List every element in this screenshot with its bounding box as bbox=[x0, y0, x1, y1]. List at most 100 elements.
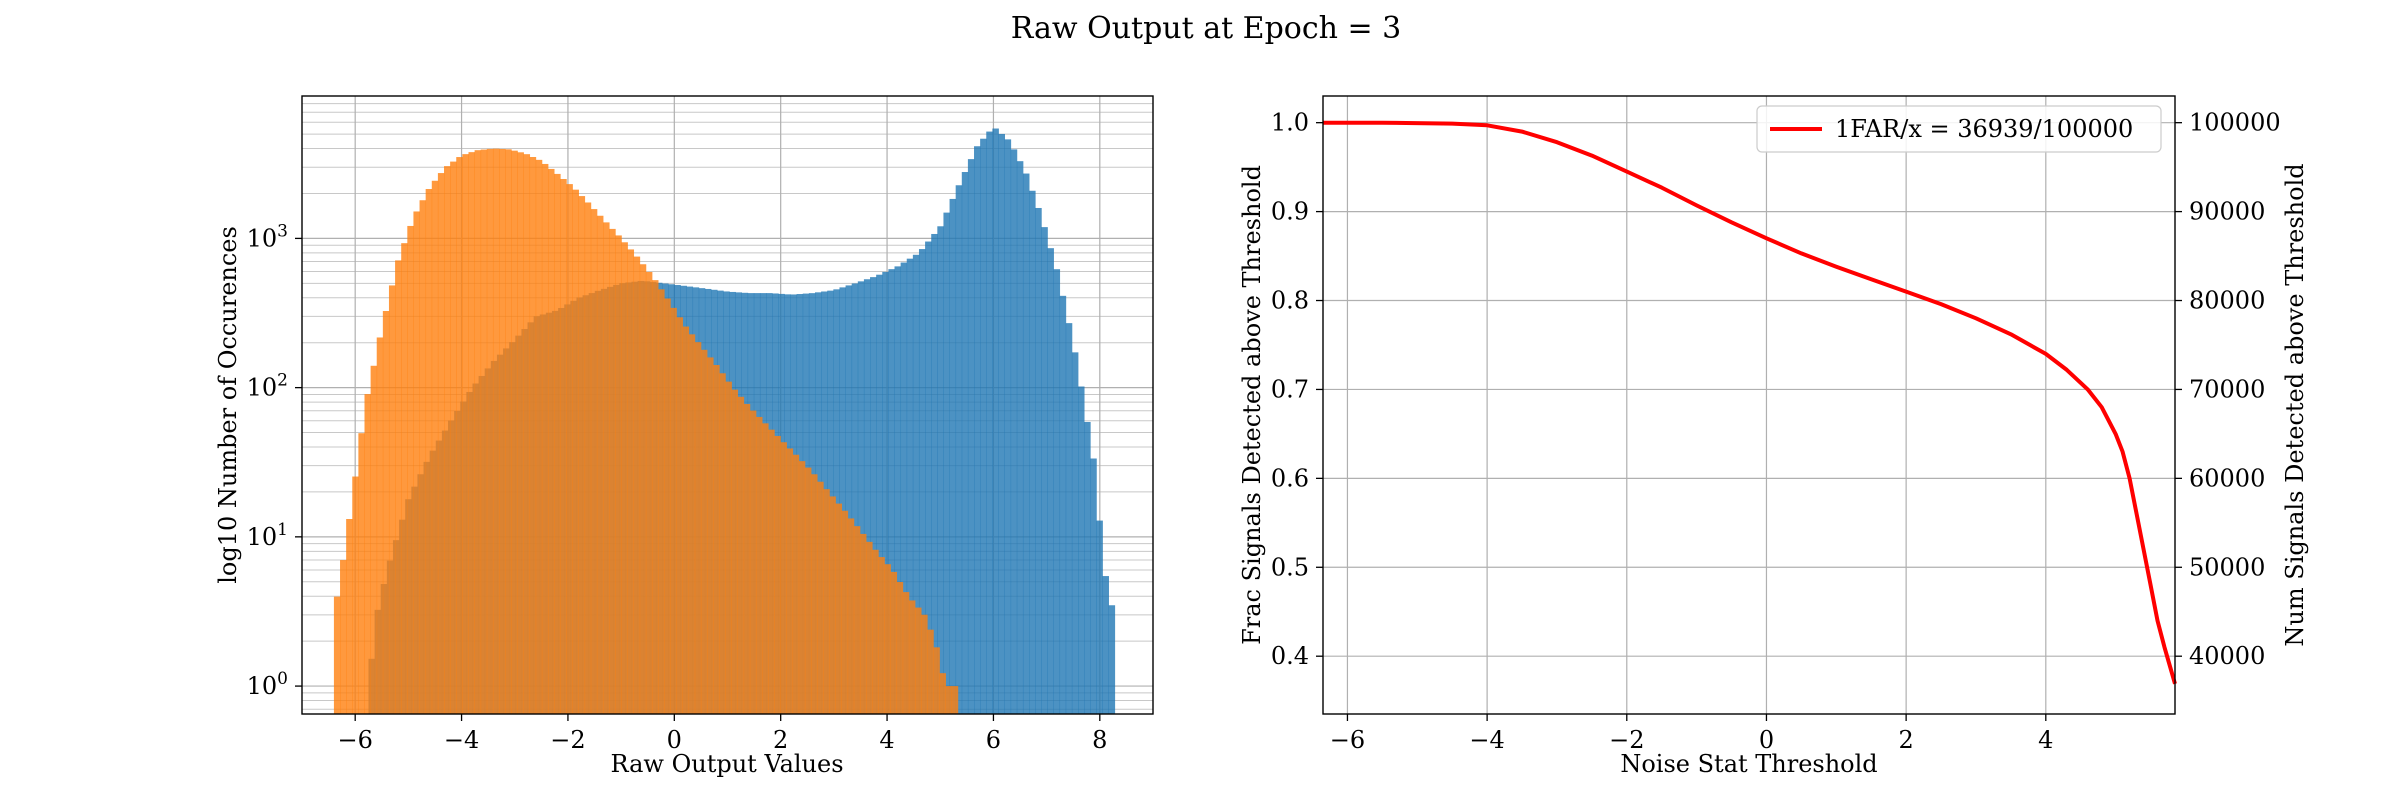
histogram-bar bbox=[731, 389, 739, 714]
histogram-bar bbox=[547, 168, 555, 715]
histogram-axes-frame bbox=[301, 95, 1154, 715]
y-tick-label: 100 bbox=[247, 669, 288, 700]
histogram-bar bbox=[749, 410, 757, 714]
histogram-bar bbox=[382, 311, 390, 714]
histogram-bar bbox=[931, 233, 938, 714]
histogram-bar bbox=[774, 435, 781, 714]
y-right-tick-label: 70000 bbox=[2189, 375, 2265, 403]
histogram-bar bbox=[811, 474, 818, 714]
histogram-bar bbox=[615, 235, 622, 714]
histogram-bar bbox=[1084, 421, 1091, 714]
x-tick-label: 2 bbox=[773, 726, 788, 754]
histogram-bar bbox=[925, 241, 932, 715]
histogram-bar bbox=[1059, 295, 1067, 714]
histogram-bar bbox=[878, 557, 885, 714]
line-axes-frame bbox=[1322, 95, 2176, 715]
histogram-bar bbox=[468, 152, 475, 714]
histogram-bar bbox=[918, 249, 926, 714]
histogram-bar bbox=[670, 307, 677, 714]
legend-box bbox=[1756, 105, 2162, 153]
histogram-bar bbox=[511, 150, 518, 715]
histogram-bar bbox=[1022, 173, 1030, 715]
histogram-bar bbox=[437, 173, 445, 714]
x-tick-label: −4 bbox=[1469, 726, 1504, 754]
histogram-bar bbox=[792, 454, 800, 714]
histogram-bar bbox=[505, 149, 512, 714]
y-tick-label: 101 bbox=[247, 520, 288, 551]
histogram-bar bbox=[906, 258, 914, 714]
histogram-bar bbox=[627, 249, 635, 714]
histogram-bar bbox=[841, 510, 849, 714]
histogram-x-label: Raw Output Values bbox=[610, 750, 843, 778]
line-legend: 1FAR/x = 36939/100000 bbox=[1756, 105, 2162, 153]
histogram-bar bbox=[486, 148, 494, 714]
histogram-bar bbox=[1071, 352, 1079, 714]
histogram-bar bbox=[700, 349, 708, 714]
histogram-bar bbox=[1108, 605, 1116, 714]
histogram-bar bbox=[645, 271, 653, 714]
histogram-bar bbox=[639, 264, 647, 714]
histogram-bar bbox=[851, 283, 859, 714]
histogram-bar bbox=[1035, 207, 1042, 714]
histogram-bar bbox=[755, 416, 763, 714]
line-y-label-right: Num Signals Detected above Threshold bbox=[2281, 163, 2309, 646]
histogram-bar bbox=[823, 489, 830, 714]
x-tick-label: 4 bbox=[2038, 726, 2053, 754]
y-right-tick-label: 40000 bbox=[2189, 642, 2265, 670]
y-tick-label: 0.9 bbox=[1271, 198, 1309, 226]
histogram-bar bbox=[900, 262, 908, 714]
histogram-bar bbox=[1047, 248, 1054, 714]
line-x-label: Noise Stat Threshold bbox=[1620, 750, 1877, 778]
y-tick-label: 0.4 bbox=[1271, 642, 1309, 670]
histogram-bar bbox=[333, 596, 341, 714]
histogram-bar bbox=[872, 549, 879, 714]
histogram-bar bbox=[921, 614, 928, 714]
histogram-bar bbox=[682, 326, 690, 714]
histogram-bar bbox=[1029, 190, 1036, 714]
histogram-bar bbox=[1096, 520, 1103, 714]
histogram-bar bbox=[857, 281, 865, 714]
y-tick-label: 0.5 bbox=[1271, 553, 1309, 581]
histogram-bar bbox=[566, 184, 573, 715]
histogram-bar bbox=[450, 161, 457, 714]
x-tick-label: 6 bbox=[986, 726, 1001, 754]
histogram-bar bbox=[725, 381, 732, 714]
histogram-bar bbox=[358, 433, 365, 714]
histogram-bar bbox=[839, 287, 846, 714]
histogram-bar bbox=[1016, 161, 1024, 714]
histogram-bar bbox=[908, 600, 916, 714]
y-tick-label: 0.8 bbox=[1271, 287, 1309, 315]
histogram-bar bbox=[743, 403, 751, 714]
x-tick-label: 0 bbox=[1759, 726, 1774, 754]
histogram-bar bbox=[1041, 227, 1048, 714]
histogram-bar bbox=[882, 271, 889, 714]
legend-label: 1FAR/x = 36939/100000 bbox=[1835, 115, 2133, 143]
histogram-bar bbox=[1004, 139, 1012, 714]
histogram-series-1 bbox=[333, 148, 959, 715]
histogram-bar bbox=[870, 277, 877, 714]
histogram-bar bbox=[817, 481, 824, 714]
histogram-bar bbox=[596, 215, 604, 715]
histogram-bar bbox=[364, 394, 372, 714]
histogram-y-label: log10 Number of Occurences bbox=[214, 226, 242, 584]
histogram-bar bbox=[346, 519, 353, 714]
histogram-bar bbox=[413, 211, 420, 714]
y-right-tick-label: 100000 bbox=[2189, 109, 2281, 137]
histogram-bar bbox=[529, 157, 537, 714]
histogram-bar bbox=[388, 285, 396, 714]
histogram-bar bbox=[376, 337, 384, 714]
histogram-bar bbox=[572, 189, 579, 715]
histogram-bar bbox=[866, 541, 873, 714]
histogram-bar bbox=[884, 564, 891, 714]
histogram-bar bbox=[992, 128, 999, 714]
line-ticks: −6 −4 −2 0 2 4 0.4 0.5 0.6 0.7 0.8 0.9 1.0 40000 50000… bbox=[1271, 109, 2281, 754]
histogram-bar bbox=[694, 342, 702, 714]
histogram-bar bbox=[847, 518, 855, 714]
histogram-bar bbox=[535, 159, 543, 715]
histogram-bar bbox=[444, 166, 451, 714]
histogram-bar bbox=[937, 226, 944, 714]
histogram-bar bbox=[762, 423, 769, 714]
detection-line-chart: −6 −4 −2 0 2 4 0.4 0.5 0.6 0.7 0.8 0.9 1.0 40000 50000… bbox=[1238, 95, 2309, 778]
histogram-bar bbox=[590, 209, 598, 714]
